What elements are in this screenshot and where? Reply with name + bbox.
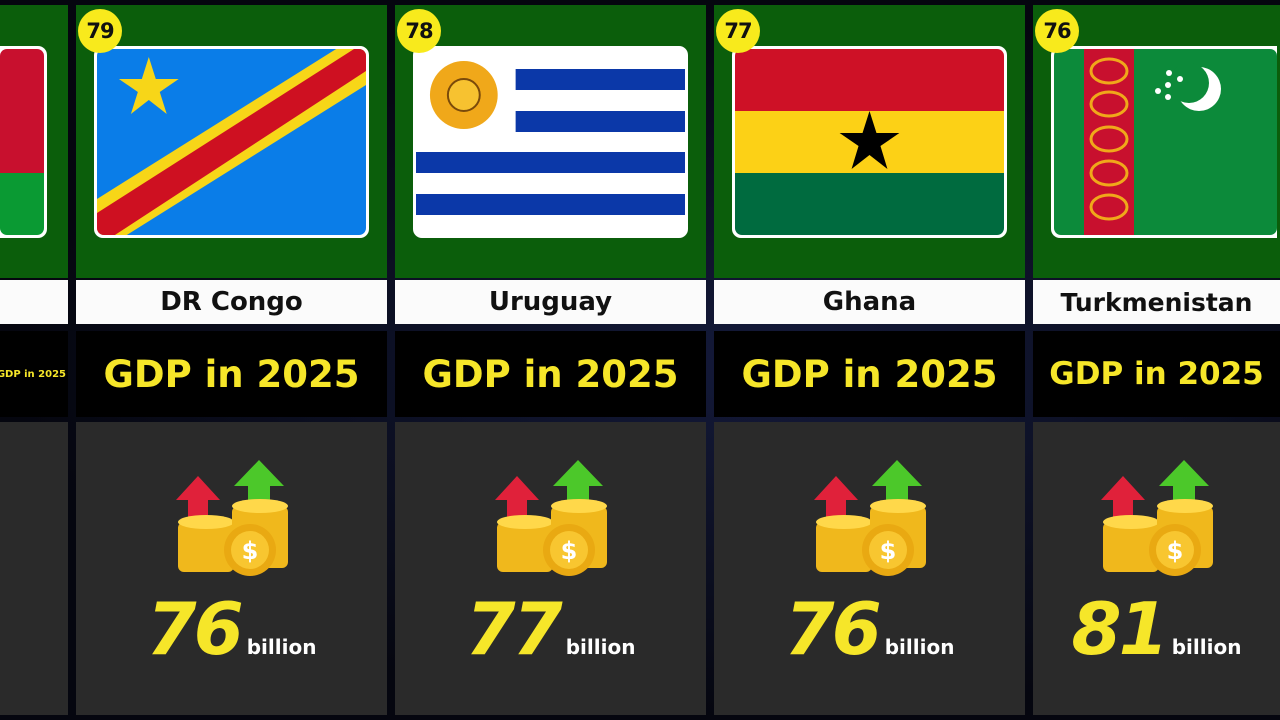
value-panel: $ 76 billion	[76, 422, 387, 715]
country-card: 78 Uruguay GDP in 2025 $ 77 billion	[395, 0, 706, 720]
gdp-value-row: 77 billion	[395, 587, 706, 671]
value-panel: $ 81 billion	[1033, 422, 1280, 715]
coins-growth-icon: $	[175, 460, 288, 576]
coins-icon-wrap: $	[1097, 460, 1217, 580]
country-name: DR Congo	[76, 280, 387, 324]
flag-uruguay	[413, 46, 688, 238]
flag-ghana	[732, 46, 1007, 238]
gdp-value: 76	[146, 587, 244, 671]
coins-icon-wrap: $	[810, 460, 930, 580]
gdp-title: GDP in 2025	[395, 331, 706, 417]
country-card: 79 DR Congo GDP in 2025 $ 76 billion	[76, 0, 387, 720]
value-panel	[0, 422, 68, 715]
flag-turkmenistan	[1051, 46, 1277, 238]
svg-text:$: $	[879, 537, 896, 565]
gdp-unit: billion	[884, 635, 955, 659]
rank-badge: 77	[716, 9, 760, 53]
gdp-unit: billion	[565, 635, 636, 659]
value-panel: $ 76 billion	[714, 422, 1025, 715]
gdp-value: 81	[1071, 587, 1169, 671]
coins-growth-icon: $	[494, 460, 607, 576]
coins-icon-wrap: $	[491, 460, 611, 580]
gdp-title: GDP in 2025	[0, 331, 68, 417]
svg-text:$: $	[1166, 537, 1183, 565]
country-name: Turkmenistan	[1033, 280, 1280, 324]
svg-text:$: $	[241, 537, 258, 565]
gdp-unit: billion	[1171, 635, 1242, 659]
gdp-title: GDP in 2025	[76, 331, 387, 417]
gdp-title: GDP in 2025	[714, 331, 1025, 417]
country-card: 76 Turkmenistan GDP in 2025 $ 81 billion	[1033, 0, 1280, 720]
gdp-value: 77	[465, 587, 563, 671]
flag-dr-congo	[94, 46, 369, 238]
rank-badge: 79	[78, 9, 122, 53]
gdp-unit: billion	[246, 635, 317, 659]
country-card: GDP in 2025	[0, 0, 68, 720]
country-name	[0, 280, 68, 324]
gdp-value-row: 76 billion	[714, 587, 1025, 671]
coins-growth-icon: $	[1100, 460, 1213, 576]
flag-belarus-partial	[0, 46, 47, 238]
country-name: Ghana	[714, 280, 1025, 324]
svg-text:$: $	[560, 537, 577, 565]
gdp-value-row: 81 billion	[1033, 587, 1280, 671]
coins-growth-icon: $	[813, 460, 926, 576]
gdp-title: GDP in 2025	[1033, 331, 1280, 417]
coins-icon-wrap: $	[172, 460, 292, 580]
gdp-value: 76	[784, 587, 882, 671]
value-panel: $ 77 billion	[395, 422, 706, 715]
rank-badge: 78	[397, 9, 441, 53]
country-name: Uruguay	[395, 280, 706, 324]
gdp-value-row: 76 billion	[76, 587, 387, 671]
rank-badge: 76	[1035, 9, 1079, 53]
country-card: 77 Ghana GDP in 2025 $ 76 billion	[714, 0, 1025, 720]
